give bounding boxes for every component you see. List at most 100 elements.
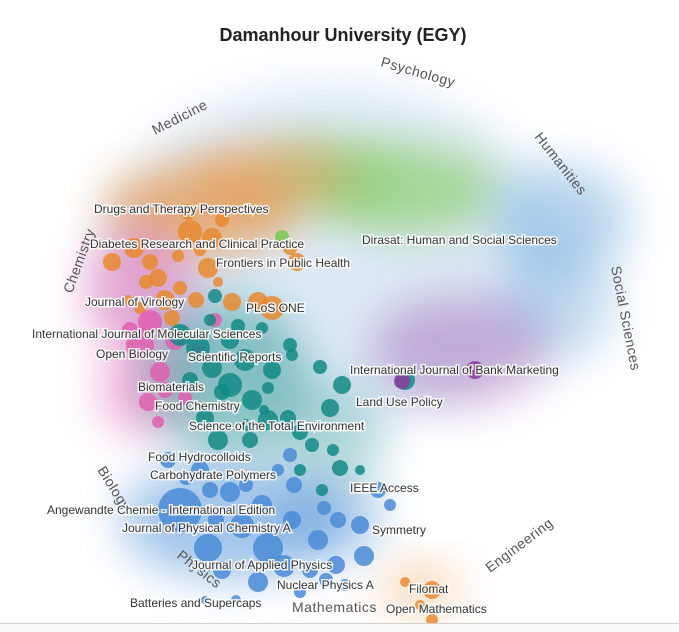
density-cloud [490,165,630,275]
journal-bubbles [103,204,484,626]
journal-bubble [173,281,187,295]
journal-bubble [234,349,256,371]
journal-bubble [134,302,146,314]
journal-bubble [273,555,295,577]
journal-bubble [316,484,328,496]
journal-bubble [191,461,209,479]
journal-label: Biomaterials [138,380,204,394]
journal-label: Batteries and Supercaps [130,596,261,610]
journal-label: Filomat [409,582,449,596]
journal-bubble [220,482,240,502]
field-label-social-sciences: Social Sciences [608,265,644,372]
journal-label: International Journal of Bank Marketing [350,363,559,377]
journal-bubble [157,382,173,398]
journal-label: Scientific Reports [188,350,281,364]
journal-bubble [313,360,327,374]
journal-bubble [308,530,328,550]
journal-bubble [327,444,339,456]
journal-label: Dirasat: Human and Social Sciences [362,233,557,247]
journal-bubble [286,477,302,493]
journal-bubble [231,595,241,605]
journal-bubble [138,310,162,334]
journal-label: PLoS ONE [246,301,305,315]
journal-bubble [122,322,138,338]
journal-bubble [158,488,202,532]
journal-labels: Drugs and Therapy Perspectives Diabetes … [31,201,561,618]
journal-bubble [466,361,484,379]
journal-bubble [194,534,222,562]
journal-bubble [213,277,223,287]
journal-bubble [294,464,306,476]
field-label-psychology: Psychology [379,54,457,90]
journal-label: Journal of Virology [85,295,184,309]
journal-bubble [202,358,222,378]
journal-bubble [384,499,396,511]
journal-bubble [208,512,224,528]
journal-bubble [394,373,410,389]
journal-label: IEEE Access [350,481,419,495]
journal-bubble [196,409,214,427]
journal-bubble [292,424,308,440]
journal-label: Journal of Applied Physics [192,558,332,572]
journal-bubble [208,289,222,303]
journal-bubble [272,464,284,476]
journal-label: Nuclear Physics A [277,578,374,592]
journal-bubble [230,514,254,538]
journal-label: Symmetry [372,523,426,537]
journal-bubble [182,372,198,388]
journal-bubble [152,416,164,428]
journal-label: Land Use Policy [356,395,443,409]
journal-bubble [339,579,351,591]
journal-bubble [180,204,196,220]
journal-bubble [179,471,193,485]
journal-label: Science of the Total Environment [189,419,365,433]
journal-bubble [400,577,410,587]
journal-bubble [123,295,133,305]
journal-bubble [286,349,298,361]
journal-label: Journal of Physical Chemistry A [122,521,291,535]
journal-label: International Journal of Molecular Scien… [32,327,261,341]
journal-label: Drugs and Therapy Perspectives [94,202,269,216]
journal-bubble [283,511,301,529]
journal-bubble [321,399,339,417]
journal-bubble [242,390,262,410]
journal-bubble [240,419,252,431]
journal-label: Angewandte Chemie - International Editio… [47,503,275,517]
journal-bubble [223,293,241,311]
journal-bubble [415,600,425,610]
journal-bubble [355,465,365,475]
journal-bubble [139,275,153,289]
journal-bubble [186,336,210,360]
journal-bubble [202,228,222,248]
journal-bubble [327,556,345,574]
journal-bubble [260,296,284,320]
journal-bubble [239,478,253,492]
journal-bubble [258,410,278,430]
journal-bubble [262,382,274,394]
journal-bubble [142,254,158,270]
journal-bubble [172,250,184,262]
journal-bubble [351,516,369,534]
journal-bubble [198,258,218,278]
journal-bubble [126,331,154,359]
journal-bubble [370,482,386,498]
journal-bubble [103,253,121,271]
journal-bubble [333,376,351,394]
journal-bubble [259,405,269,415]
field-label-mathematics: Mathematics [292,599,377,615]
journal-bubble [155,290,175,310]
journal-bubble [124,238,144,258]
journal-label: Food Chemistry [155,399,240,413]
journal-bubble [164,310,180,326]
journal-bubble [302,562,318,578]
journal-label: Carbohydrate Polymers [150,468,276,482]
journal-bubble [231,319,245,333]
journal-bubble [275,230,289,244]
journal-label: Open Mathematics [386,602,487,616]
journal-bubble [221,331,239,349]
journal-label: Food Hydrocolloids [148,450,251,464]
journal-bubble [317,501,331,515]
journal-bubble [139,393,157,411]
journal-bubble [332,460,348,476]
